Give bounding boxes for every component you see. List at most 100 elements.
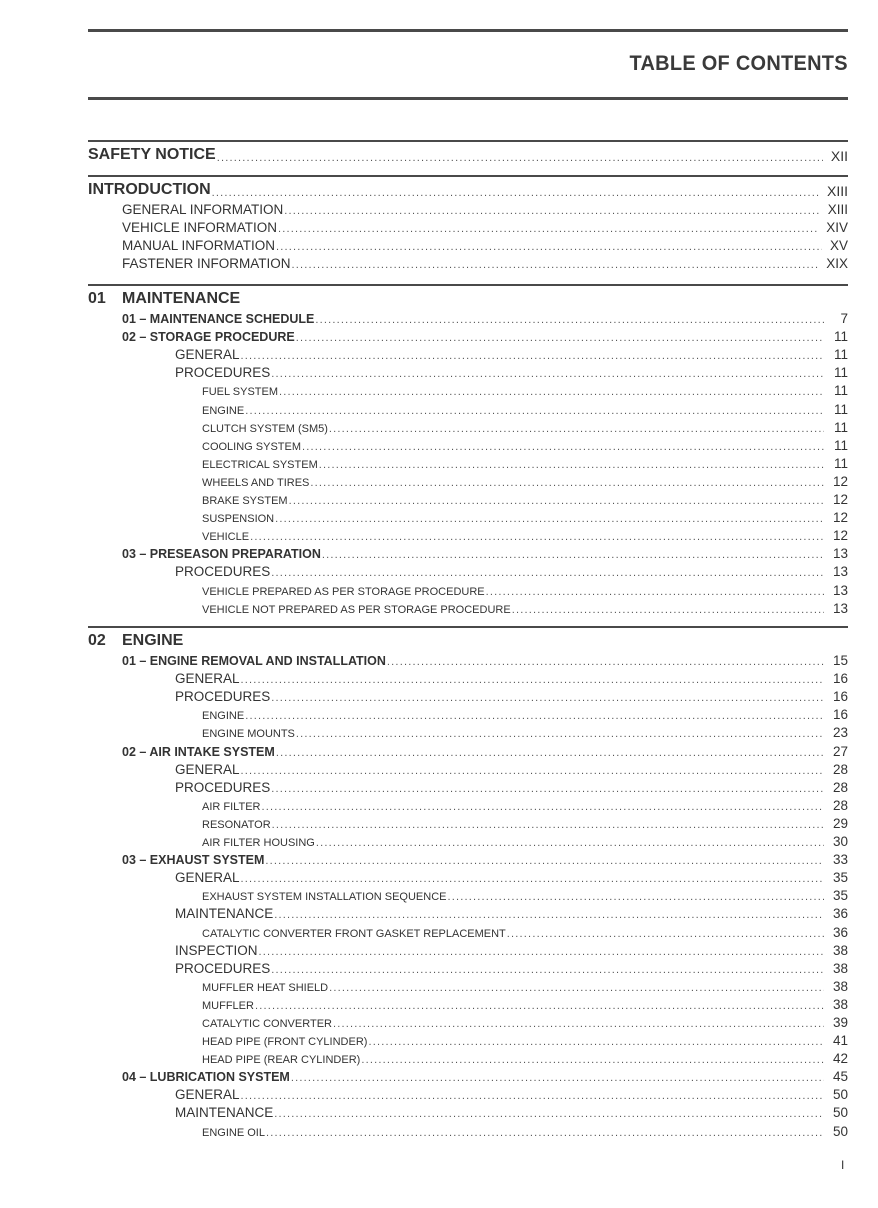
- toc-entry[interactable]: EXHAUST SYSTEM INSTALLATION SEQUENCE....…: [88, 885, 848, 903]
- toc-entry[interactable]: ENGINE..................................…: [88, 704, 848, 722]
- page-ref: 23: [832, 725, 848, 741]
- page-number: I: [841, 1158, 845, 1172]
- page-ref: 38: [832, 996, 848, 1012]
- entry-title: GENERAL: [175, 761, 240, 777]
- toc-entry[interactable]: ENGINE OIL..............................…: [88, 1120, 848, 1139]
- toc-entry[interactable]: GENERAL.................................…: [88, 344, 848, 362]
- toc-entry[interactable]: FUEL SYSTEM.............................…: [88, 380, 848, 398]
- section-header[interactable]: SAFETY NOTICE...........................…: [88, 144, 848, 164]
- toc-entry[interactable]: VEHICLE NOT PREPARED AS PER STORAGE PROC…: [88, 598, 848, 616]
- entry-title: FUEL SYSTEM: [202, 386, 278, 399]
- toc-entry[interactable]: MUFFLER HEAT SHIELD.....................…: [88, 976, 848, 994]
- entry-title: 01 – ENGINE REMOVAL AND INSTALLATION: [122, 654, 386, 669]
- entry-title: 01 – MAINTENANCE SCHEDULE: [122, 312, 315, 327]
- page-ref: 12: [832, 473, 848, 489]
- toc-entry[interactable]: HEAD PIPE (FRONT CYLINDER)..............…: [88, 1030, 848, 1048]
- toc-entry[interactable]: COOLING SYSTEM..........................…: [88, 435, 848, 453]
- page-ref: 13: [832, 564, 848, 580]
- toc-entry[interactable]: SUSPENSION..............................…: [88, 507, 848, 525]
- toc-entry[interactable]: 01 – MAINTENANCE SCHEDULE...............…: [88, 308, 848, 326]
- entry-title: VEHICLE PREPARED AS PER STORAGE PROCEDUR…: [202, 585, 485, 598]
- entry-title: HEAD PIPE (REAR CYLINDER): [202, 1054, 361, 1067]
- page-ref: 42: [832, 1051, 848, 1067]
- entry-title: PROCEDURES: [175, 564, 271, 580]
- page-ref: 11: [833, 347, 848, 363]
- page-ref: 35: [832, 870, 848, 886]
- toc-entry[interactable]: GENERAL INFORMATION.....................…: [88, 199, 848, 217]
- dot-leader: ........................................…: [265, 1126, 824, 1139]
- toc-entry[interactable]: PROCEDURES..............................…: [88, 561, 848, 579]
- toc-entry[interactable]: VEHICLE.................................…: [88, 525, 848, 543]
- toc-entry[interactable]: PROCEDURES..............................…: [88, 777, 848, 795]
- entry-title: MAINTENANCE: [175, 906, 274, 922]
- toc-entry[interactable]: CLUTCH SYSTEM (SM5).....................…: [88, 417, 848, 435]
- toc-entry[interactable]: FASTENER INFORMATION....................…: [88, 253, 848, 271]
- entry-title: CLUTCH SYSTEM (SM5): [202, 422, 328, 435]
- toc-entry[interactable]: INSPECTION..............................…: [88, 940, 848, 958]
- toc-entry[interactable]: PROCEDURES..............................…: [88, 362, 848, 380]
- toc-entry[interactable]: 02 – STORAGE PROCEDURE..................…: [88, 326, 848, 344]
- toc-entry[interactable]: PROCEDURES..............................…: [88, 686, 848, 704]
- dot-leader: ........................................…: [368, 1036, 824, 1049]
- toc-entry[interactable]: PROCEDURES..............................…: [88, 958, 848, 976]
- entry-title: 03 – PRESEASON PREPARATION: [122, 547, 321, 562]
- page-ref: 29: [832, 815, 848, 831]
- toc-entry[interactable]: GENERAL.................................…: [88, 759, 848, 777]
- page-ref: 27: [832, 743, 848, 759]
- toc-entry[interactable]: GENERAL.................................…: [88, 668, 848, 686]
- entry-title: VEHICLE: [202, 531, 250, 544]
- toc-entry[interactable]: VEHICLE INFORMATION.....................…: [88, 217, 848, 235]
- entry-title: AIR FILTER: [202, 800, 261, 813]
- page-ref: 35: [832, 888, 848, 904]
- section-header[interactable]: 02 ENGINE: [88, 630, 848, 650]
- entry-title: 04 – LUBRICATION SYSTEM: [122, 1070, 290, 1085]
- dot-leader: ........................................…: [274, 1108, 824, 1121]
- entry-title: CATALYTIC CONVERTER: [202, 1017, 332, 1030]
- dot-leader: ........................................…: [211, 187, 819, 199]
- toc-entry[interactable]: ENGINE MOUNTS...........................…: [88, 722, 848, 740]
- dot-leader: ........................................…: [315, 837, 824, 850]
- toc-entry[interactable]: 03 – PRESEASON PREPARATION..............…: [88, 543, 848, 561]
- section-header[interactable]: INTRODUCTION............................…: [88, 179, 848, 199]
- toc-entry[interactable]: AIR FILTER..............................…: [88, 795, 848, 813]
- toc-entry[interactable]: GENERAL.................................…: [88, 867, 848, 885]
- toc-entry[interactable]: WHEELS AND TIRES........................…: [88, 471, 848, 489]
- page-ref: 11: [833, 329, 848, 345]
- page-ref: 33: [832, 852, 848, 868]
- toc-entry[interactable]: VEHICLE PREPARED AS PER STORAGE PROCEDUR…: [88, 579, 848, 598]
- dot-leader: ........................................…: [278, 223, 819, 236]
- toc-entry[interactable]: AIR FILTER HOUSING......................…: [88, 831, 848, 849]
- toc-entry[interactable]: MAINTENANCE.............................…: [88, 1102, 848, 1120]
- entry-title: PROCEDURES: [175, 689, 271, 705]
- toc-entry[interactable]: HEAD PIPE (REAR CYLINDER)...............…: [88, 1048, 848, 1066]
- dot-leader: ........................................…: [302, 440, 824, 453]
- toc-entry[interactable]: GENERAL.................................…: [88, 1084, 848, 1102]
- dot-leader: ........................................…: [329, 981, 824, 994]
- toc-entry[interactable]: RESONATOR...............................…: [88, 813, 848, 831]
- toc-entry[interactable]: 04 – LUBRICATION SYSTEM.................…: [88, 1066, 848, 1084]
- toc-entry[interactable]: ENGINE..................................…: [88, 398, 848, 417]
- entry-title: VEHICLE INFORMATION: [122, 220, 278, 236]
- page-ref: 36: [832, 906, 848, 922]
- dot-leader: ........................................…: [216, 152, 823, 164]
- section-header[interactable]: 01 MAINTENANCE: [88, 288, 848, 308]
- dot-leader: ........................................…: [275, 513, 824, 526]
- toc-entry[interactable]: MUFFLER.................................…: [88, 994, 848, 1012]
- dot-leader: ........................................…: [240, 674, 824, 687]
- toc-entry[interactable]: MANUAL INFORMATION......................…: [88, 235, 848, 253]
- toc-entry[interactable]: 03 – EXHAUST SYSTEM.....................…: [88, 849, 848, 867]
- toc-entry[interactable]: MAINTENANCE.............................…: [88, 903, 848, 921]
- toc-entry[interactable]: 01 – ENGINE REMOVAL AND INSTALLATION....…: [88, 650, 848, 668]
- dot-leader: ........................................…: [291, 259, 819, 272]
- entry-title: RESONATOR: [202, 818, 271, 831]
- dot-leader: ........................................…: [511, 603, 824, 616]
- page-ref: 38: [832, 942, 848, 958]
- toc-entry[interactable]: BRAKE SYSTEM............................…: [88, 489, 848, 507]
- entry-title: 02 – STORAGE PROCEDURE: [122, 330, 295, 345]
- toc-entry[interactable]: 02 – AIR INTAKE SYSTEM..................…: [88, 740, 848, 759]
- entry-title: FASTENER INFORMATION: [122, 256, 291, 272]
- toc-entry[interactable]: CATALYTIC CONVERTER.....................…: [88, 1012, 848, 1030]
- dot-leader: ........................................…: [386, 656, 824, 669]
- toc-entry[interactable]: ELECTRICAL SYSTEM.......................…: [88, 453, 848, 471]
- toc-entry[interactable]: CATALYTIC CONVERTER FRONT GASKET REPLACE…: [88, 921, 848, 940]
